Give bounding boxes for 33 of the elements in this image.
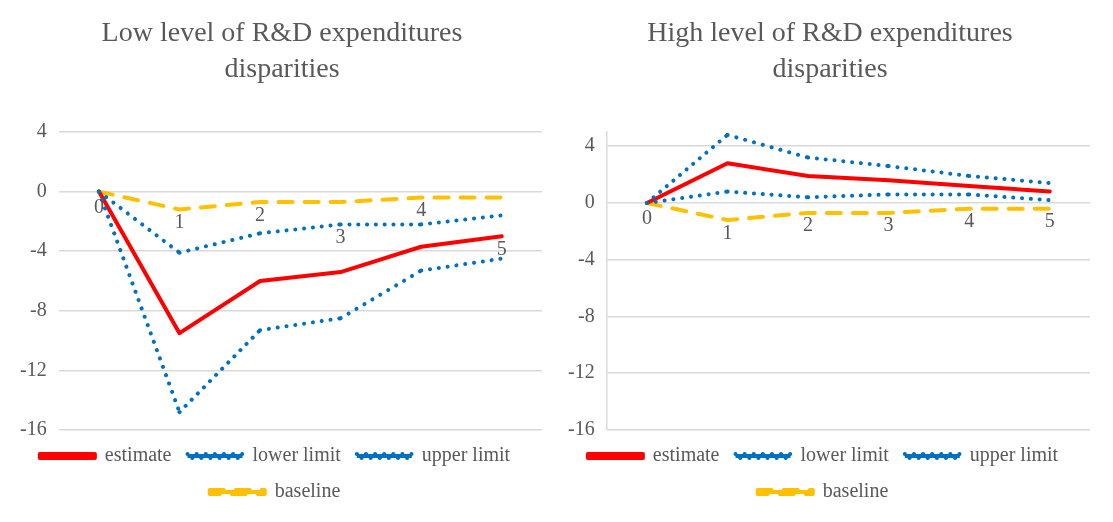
y-tick-label: -16 (567, 417, 595, 440)
y-tick-label: -12 (19, 357, 47, 380)
y-tick-label: -8 (577, 303, 595, 326)
chart-title: High level of R&D expenditures disparities (646, 15, 1014, 85)
legend-label: baseline (822, 479, 889, 502)
y-tick-label: 0 (36, 178, 47, 201)
x-tick-label: 5 (496, 236, 507, 259)
x-tick-label: 4 (964, 209, 975, 232)
y-tick-label: -4 (577, 246, 595, 269)
y-tick-label: -8 (29, 298, 47, 321)
x-tick-label: 1 (174, 209, 185, 232)
legend-label: lower limit (800, 443, 890, 466)
x-tick-label: 3 (335, 224, 346, 247)
legend-label: upper limit (421, 443, 511, 467)
x-tick-label: 4 (416, 197, 427, 220)
x-tick-label: 0 (641, 206, 652, 229)
x-tick-label: 0 (93, 194, 104, 217)
y-tick-label: -16 (19, 417, 47, 440)
legend-label: estimate (104, 443, 172, 466)
y-tick-label: 4 (584, 133, 595, 156)
x-tick-label: 2 (803, 213, 814, 236)
legend-label: estimate (652, 443, 720, 466)
y-tick-label: 4 (36, 119, 47, 142)
x-tick-label: 2 (255, 202, 266, 225)
y-tick-label: -4 (29, 238, 47, 261)
y-tick-label: -12 (567, 360, 595, 383)
x-tick-label: 3 (883, 213, 894, 236)
x-tick-label: 5 (1044, 209, 1055, 232)
chart-title: Low level of R&D expenditures disparities (100, 15, 464, 85)
x-tick-label: 1 (722, 221, 733, 244)
legend-label: lower limit (252, 443, 342, 466)
legend-label: baseline (274, 479, 341, 502)
legend-label: upper limit (969, 443, 1059, 467)
